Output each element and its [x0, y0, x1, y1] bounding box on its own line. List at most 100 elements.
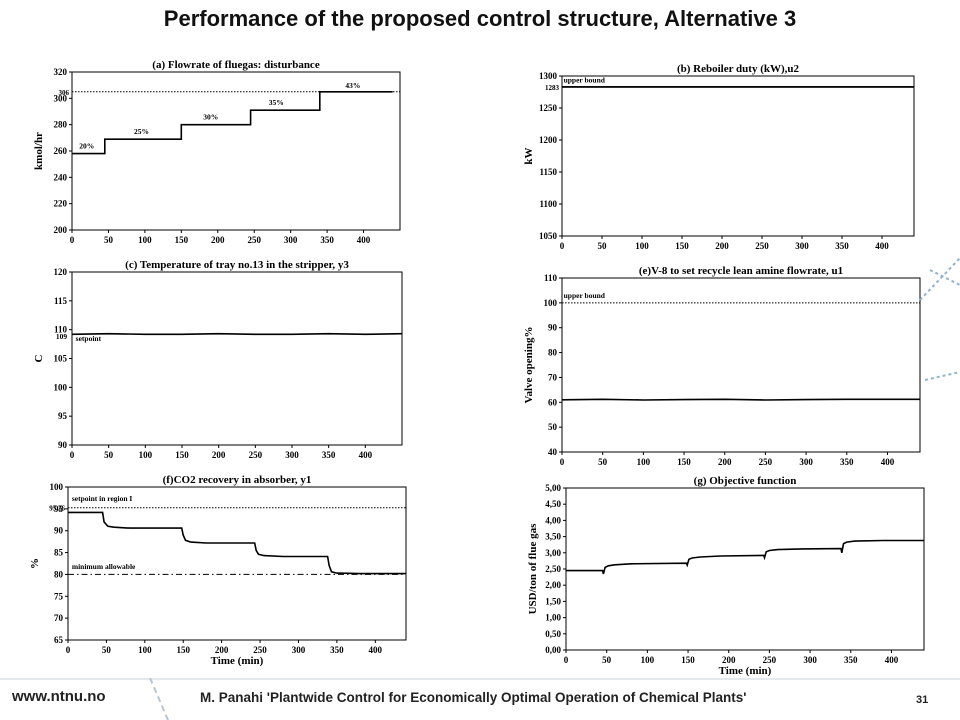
x-tick-label: 250	[247, 235, 261, 245]
y-tick-label: 1,50	[545, 596, 561, 606]
annotation-label: 43%	[345, 81, 360, 90]
x-tick-label: 350	[330, 645, 344, 655]
y-axis-label-e: Valve opening%	[523, 327, 535, 404]
annotation-label: setpoint	[76, 334, 102, 343]
y-tick-label: 1200	[539, 135, 558, 145]
y-tick-label: 260	[54, 146, 68, 156]
x-tick-label: 100	[641, 655, 655, 665]
y-tick-label: 75	[54, 591, 64, 601]
x-tick-label: 0	[70, 235, 75, 245]
y-tick-label: 70	[548, 372, 558, 382]
series-line-f	[68, 511, 406, 575]
annotation-label: setpoint in region I	[72, 494, 133, 503]
y-tick-label: 300	[54, 93, 68, 103]
series-line-g	[566, 539, 924, 575]
plot-frame-g	[565, 487, 925, 651]
y-tick-label: 65	[54, 635, 64, 645]
y-tick-label: 85	[54, 548, 64, 558]
y-tick-label: 120	[54, 267, 68, 277]
x-tick-label: 250	[249, 450, 263, 460]
y-tick-label: 1150	[539, 167, 557, 177]
x-tick-label: 50	[104, 450, 114, 460]
y-tick-label: 200	[54, 225, 68, 235]
plot-frame-e	[561, 277, 921, 453]
chart-title-b: (b) Reboiler duty (kW),u2	[677, 63, 800, 75]
y-tick-label: 60	[548, 397, 558, 407]
x-tick-label: 100	[139, 450, 153, 460]
annotation-label: upper bound	[564, 291, 606, 300]
y-tick-label: 3,50	[545, 532, 561, 542]
series-line-e	[561, 398, 920, 401]
x-tick-label: 150	[675, 241, 689, 251]
x-tick-label: 200	[215, 645, 229, 655]
x-tick-label: 0	[66, 645, 71, 655]
x-tick-label: 200	[212, 450, 226, 460]
y-tick-label: 90	[54, 526, 64, 536]
y-tick-label: 40	[548, 447, 558, 457]
chart-title-f: (f)CO2 recovery in absorber, y1	[163, 474, 312, 486]
y-tick-label: 2,00	[545, 580, 561, 590]
x-tick-label: 0	[70, 450, 75, 460]
x-tick-label: 150	[681, 655, 695, 665]
y-tick-label: 90	[58, 440, 68, 450]
series-line-a	[72, 91, 393, 155]
x-tick-label: 300	[284, 235, 298, 245]
x-tick-label: 300	[795, 241, 809, 251]
x-tick-label: 400	[369, 645, 383, 655]
y-tick-label: 90	[548, 323, 558, 333]
footer-citation: M. Panahi 'Plantwide Control for Economi…	[200, 690, 747, 705]
y-tick-label: 1250	[539, 103, 558, 113]
chart-title-g: (g) Objective function	[694, 475, 797, 487]
x-tick-label: 100	[138, 645, 152, 655]
x-axis-label-g: Time (min)	[719, 665, 772, 677]
chart-title-c: (c) Temperature of tray no.13 in the str…	[125, 259, 349, 271]
footer-divider	[0, 678, 960, 720]
y-tick-label: 115	[54, 296, 68, 306]
chart-title-a: (a) Flowrate of fluegas: disturbance	[152, 59, 320, 71]
y-tick-label: 95	[54, 504, 64, 514]
x-tick-label: 100	[637, 457, 651, 467]
y-tick-label: 280	[54, 120, 68, 130]
x-tick-label: 350	[322, 450, 336, 460]
plot-frame-b	[561, 75, 915, 237]
y-tick-label: 5,00	[545, 483, 561, 493]
y-tick-label: 110	[54, 325, 68, 335]
slide-title: Performance of the proposed control stru…	[163, 6, 797, 31]
series-line-c	[71, 332, 403, 336]
x-tick-label: 200	[718, 457, 732, 467]
x-tick-label: 0	[560, 457, 565, 467]
x-tick-label: 250	[763, 655, 777, 665]
y-axis-label-f: %	[29, 558, 41, 569]
x-tick-label: 50	[104, 235, 114, 245]
y-tick-label: 320	[54, 67, 68, 77]
x-tick-label: 400	[885, 655, 899, 665]
annotation-label: 20%	[79, 141, 94, 150]
x-tick-label: 400	[359, 450, 373, 460]
x-tick-label: 0	[564, 655, 569, 665]
x-tick-label: 200	[722, 655, 736, 665]
x-tick-label: 300	[803, 655, 817, 665]
x-tick-label: 0	[560, 241, 565, 251]
x-tick-label: 150	[175, 235, 189, 245]
x-tick-label: 200	[211, 235, 225, 245]
plot-frame-a	[71, 71, 401, 231]
y-tick-label: 4,50	[545, 499, 561, 509]
y-tick-label: 220	[54, 199, 68, 209]
y-tick-label: 0,00	[545, 645, 561, 655]
x-tick-label: 50	[602, 655, 612, 665]
x-tick-label: 100	[138, 235, 152, 245]
reference-line-label: 1283	[545, 84, 560, 92]
x-tick-label: 350	[844, 655, 858, 665]
annotation-label: 30%	[203, 112, 218, 121]
y-tick-label: 95	[58, 411, 68, 421]
y-tick-label: 0,50	[545, 629, 561, 639]
decorative-dots	[919, 257, 960, 381]
x-tick-label: 50	[598, 241, 608, 251]
y-tick-label: 1300	[539, 71, 558, 81]
y-tick-label: 100	[50, 482, 64, 492]
y-tick-label: 1050	[539, 231, 558, 241]
x-axis-label-f: Time (min)	[211, 655, 264, 667]
y-axis-label-b: kW	[523, 147, 535, 164]
y-tick-label: 100	[544, 298, 558, 308]
x-tick-label: 250	[253, 645, 267, 655]
